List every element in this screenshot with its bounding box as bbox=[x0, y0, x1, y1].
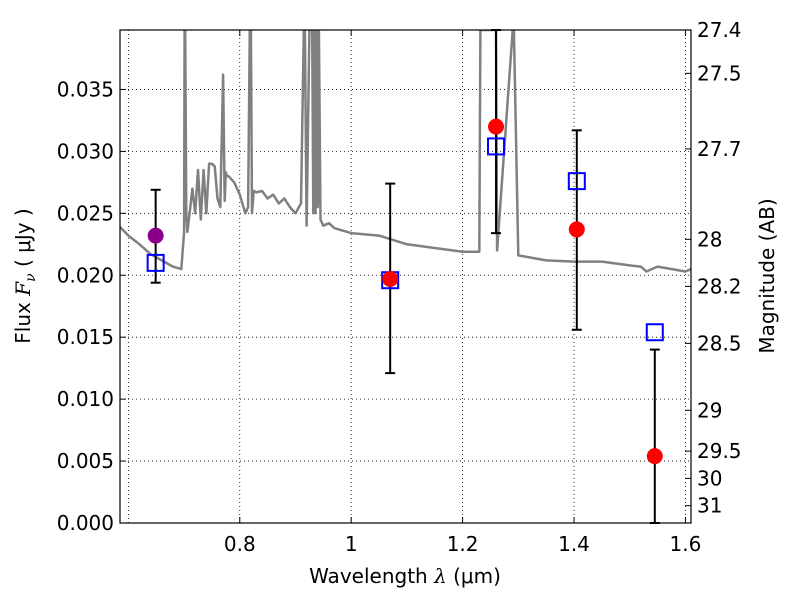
model-flux-square bbox=[567, 172, 586, 191]
observed-flux-point bbox=[646, 448, 663, 465]
y2-tick-label: 27.4 bbox=[697, 18, 742, 42]
y2-tick-label: 27.5 bbox=[697, 61, 742, 85]
model-flux-square bbox=[487, 137, 506, 156]
model-flux-square bbox=[645, 323, 664, 342]
y2-tick-label: 27.7 bbox=[697, 137, 742, 161]
spectrum-line bbox=[120, 30, 691, 273]
x-tick-label: 0.8 bbox=[224, 532, 256, 556]
y2-tick-label: 28.2 bbox=[697, 274, 742, 298]
grid-layer bbox=[120, 30, 691, 523]
errorbar-layer bbox=[150, 29, 660, 524]
observed-flux-point bbox=[147, 227, 164, 244]
observed-flux-point bbox=[382, 270, 399, 287]
y2-axis-title: Magnitude (AB) bbox=[755, 198, 779, 353]
plot-frame bbox=[119, 29, 692, 524]
y2-tick-label: 29.5 bbox=[697, 439, 742, 463]
y-tick-label: 0.015 bbox=[57, 325, 114, 349]
y-tick-label: 0.030 bbox=[57, 139, 114, 163]
y-tick-label: 0.025 bbox=[57, 201, 114, 225]
x-axis-title: Wavelength λ (μm) bbox=[309, 564, 501, 588]
y-tick-label: 0.020 bbox=[57, 263, 114, 287]
y2-tick-label: 30 bbox=[697, 466, 722, 490]
x-tick-label: 1 bbox=[345, 532, 358, 556]
marker-layer bbox=[146, 118, 664, 465]
observed-flux-point bbox=[488, 118, 505, 135]
x-tick-label: 1.4 bbox=[558, 532, 590, 556]
model-flux-square bbox=[146, 253, 165, 272]
x-tick-label: 1.6 bbox=[670, 532, 702, 556]
y-tick-label: 0.010 bbox=[57, 387, 114, 411]
y2-tick-label: 31 bbox=[697, 494, 722, 518]
y2-tick-label: 28 bbox=[697, 227, 722, 251]
observed-flux-point bbox=[568, 221, 585, 238]
x-tick-label: 1.2 bbox=[447, 532, 479, 556]
y-tick-label: 0.000 bbox=[57, 511, 114, 535]
spectrum-layer bbox=[120, 30, 691, 273]
y-axis-title: Flux Fν ( μJy ) bbox=[11, 208, 39, 343]
tick-layer: 0.8 1 1.2 1.4 1.6 0.000 0.005 0.010 0.015 0.020 0.… bbox=[57, 18, 742, 556]
y-tick-label: 0.005 bbox=[57, 449, 114, 473]
y2-tick-label: 29 bbox=[697, 398, 722, 422]
y2-tick-label: 28.5 bbox=[697, 331, 742, 355]
y-tick-label: 0.035 bbox=[57, 77, 114, 101]
